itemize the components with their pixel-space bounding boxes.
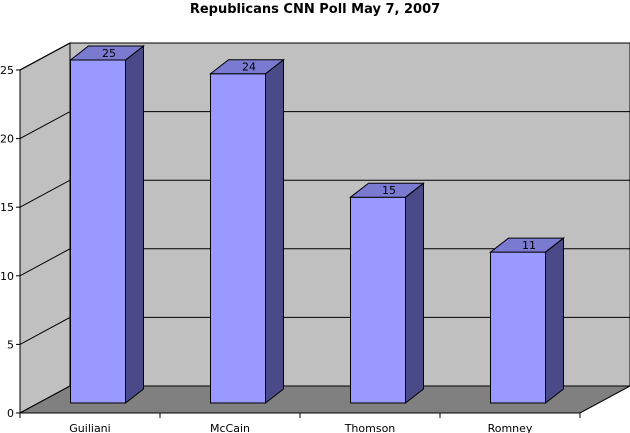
bar-top xyxy=(349,182,425,198)
data-label: 25 xyxy=(102,47,116,60)
x-tick-label: Guiliani xyxy=(69,422,110,433)
bar-front xyxy=(350,196,406,404)
y-tick-label: 0 xyxy=(7,407,14,420)
y-tick-label: 25 xyxy=(0,64,14,77)
bar-guiliani: 25 xyxy=(69,44,145,405)
bar-front xyxy=(210,73,266,404)
bars: 25 24 15 11 xyxy=(69,44,565,405)
bar-side xyxy=(265,58,284,405)
y-axis: 0 5 10 15 20 25 xyxy=(0,64,21,420)
bar-side xyxy=(545,237,564,405)
x-tick-label: Romney xyxy=(488,422,533,433)
bar-top xyxy=(489,237,565,253)
bar-front xyxy=(490,251,546,404)
y-tick-label: 5 xyxy=(7,338,14,351)
bar-front xyxy=(70,59,126,404)
x-tick-label: Thomson xyxy=(344,422,396,433)
bar-side xyxy=(405,182,424,405)
data-label: 15 xyxy=(382,184,396,197)
y-tick-label: 20 xyxy=(0,133,14,146)
x-axis: Guiliani McCain Thomson Romney xyxy=(19,412,581,433)
bar-thomson: 15 xyxy=(349,182,425,405)
bar-romney: 11 xyxy=(489,237,565,405)
chart-title: Republicans CNN Poll May 7, 2007 xyxy=(190,2,440,17)
y-tick-label: 10 xyxy=(0,270,14,283)
bar-top xyxy=(69,45,145,61)
side-wall xyxy=(19,42,71,414)
y-tick-label: 15 xyxy=(0,201,14,214)
x-tick-label: McCain xyxy=(210,422,250,433)
gridline xyxy=(19,42,630,71)
data-label: 11 xyxy=(522,239,536,252)
data-label: 24 xyxy=(242,61,256,74)
bar-side xyxy=(125,44,144,405)
bar-mccain: 24 xyxy=(209,58,285,405)
bar-top xyxy=(209,59,285,75)
